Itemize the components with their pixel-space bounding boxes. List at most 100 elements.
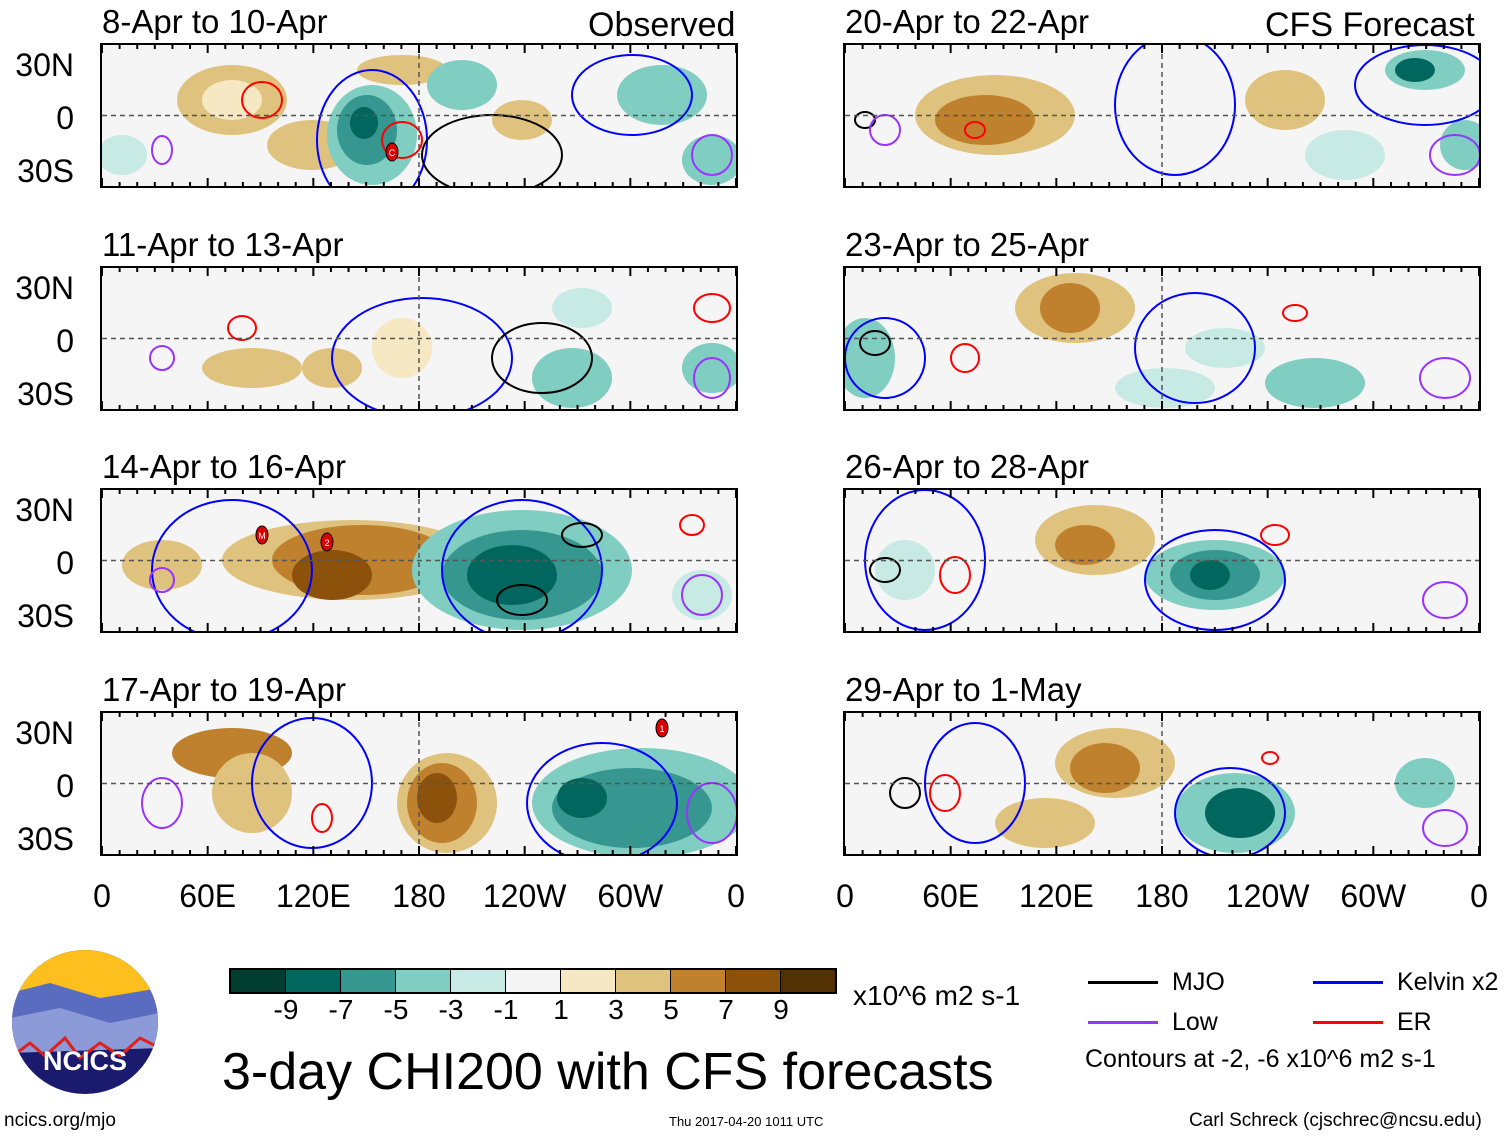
colorbar-tick-label: 5 xyxy=(663,994,679,1025)
colorbar-tick-label: -7 xyxy=(328,994,354,1025)
storm-marker: 2 xyxy=(320,532,334,552)
wave-contour xyxy=(151,135,173,165)
anomaly-region xyxy=(1205,788,1275,838)
colorbar-units: x10^6 m2 s-1 xyxy=(853,980,1021,1011)
anomaly-region xyxy=(1305,130,1385,180)
map-panel xyxy=(843,266,1481,411)
anomaly-region xyxy=(935,95,1035,145)
wave-contour xyxy=(1419,357,1471,399)
colorbar-tick-label: 7 xyxy=(718,994,734,1025)
wave-contour xyxy=(1429,134,1479,176)
y-tick-label: 30S xyxy=(17,821,74,857)
wave-contour xyxy=(141,777,183,829)
wave-contour xyxy=(571,54,693,136)
map-panel xyxy=(100,266,738,411)
anomaly-region xyxy=(202,348,302,388)
x-tick-label: 180 xyxy=(392,878,446,914)
colorbar-swatch xyxy=(231,970,286,992)
colorbar-swatch xyxy=(616,970,671,992)
anomaly-region xyxy=(1245,70,1325,130)
colorbar-swatch xyxy=(341,970,396,992)
anomaly-region xyxy=(417,773,457,823)
wave-contour xyxy=(845,317,926,399)
y-tick-label: 30S xyxy=(17,153,74,189)
wave-contour xyxy=(929,774,961,812)
observed-label: Observed xyxy=(588,6,736,44)
colorbar-swatch xyxy=(451,970,506,992)
anomaly-region xyxy=(302,348,362,388)
legend-line xyxy=(1088,1021,1158,1024)
wave-contour xyxy=(693,293,731,323)
legend-label: Kelvin x2 xyxy=(1397,968,1499,996)
wave-contour xyxy=(1422,581,1468,619)
x-tick-label: 0 xyxy=(727,878,745,914)
colorbar-tick-label: -5 xyxy=(383,994,409,1025)
anomaly-region xyxy=(427,60,497,110)
x-tick-label: 0 xyxy=(1470,878,1488,914)
panel-title: 14-Apr to 16-Apr xyxy=(102,448,346,485)
svg-text:1: 1 xyxy=(659,724,664,734)
panel-title: 23-Apr to 25-Apr xyxy=(845,226,1089,263)
wave-contour xyxy=(1134,292,1256,404)
colorbar-tick-label: 3 xyxy=(608,994,624,1025)
y-tick-label: 30S xyxy=(17,376,74,412)
map-panel xyxy=(843,43,1481,188)
svg-text:C: C xyxy=(389,148,396,158)
legend-line xyxy=(1313,1021,1383,1024)
legend-label: MJO xyxy=(1172,968,1225,996)
colorbar-tick-label: -1 xyxy=(493,994,519,1025)
contour-note: Contours at -2, -6 x10^6 m2 s-1 xyxy=(1085,1045,1436,1073)
panel-title: 29-Apr to 1-May xyxy=(845,671,1082,708)
anomaly-region xyxy=(1115,368,1215,408)
wave-contour xyxy=(1422,809,1468,847)
colorbar-swatch xyxy=(561,970,616,992)
x-tick-label: 0 xyxy=(93,878,111,914)
anomaly-region xyxy=(122,540,202,590)
wave-contour xyxy=(149,567,175,593)
ncics-logo: NCICS xyxy=(12,950,158,1094)
wave-contour xyxy=(496,584,548,616)
colorbar-tick-label: 1 xyxy=(553,994,569,1025)
wave-contour xyxy=(1260,524,1290,546)
anomaly-region xyxy=(372,318,432,378)
wave-contour xyxy=(686,782,736,844)
wave-contour xyxy=(331,297,513,409)
wave-contour xyxy=(679,514,705,536)
wave-contour xyxy=(151,499,313,631)
svg-text:2: 2 xyxy=(324,538,329,548)
wave-contour xyxy=(491,322,593,394)
panel-title: 20-Apr to 22-Apr xyxy=(845,3,1089,40)
logo-text: NCICS xyxy=(43,1046,127,1076)
panel-title: 17-Apr to 19-Apr xyxy=(102,671,346,708)
colorbar-tick-label: -9 xyxy=(273,994,299,1025)
wave-contour xyxy=(693,357,731,399)
anomaly-region xyxy=(292,550,372,600)
legend-line xyxy=(1088,981,1158,984)
anomaly-region xyxy=(617,65,707,125)
map-panel xyxy=(843,488,1481,633)
map-panel xyxy=(843,711,1481,856)
anomaly-region xyxy=(1265,358,1365,408)
anomaly-region xyxy=(532,348,612,408)
anomaly-region xyxy=(102,135,147,175)
storm-marker: C xyxy=(385,142,399,162)
x-tick-label: 60E xyxy=(922,878,980,914)
colorbar-swatch xyxy=(506,970,561,992)
wave-contour xyxy=(241,81,283,119)
anomaly-region xyxy=(875,540,935,600)
map-panel: 1 xyxy=(100,711,738,856)
footer-url[interactable]: ncics.org/mjo xyxy=(4,1110,116,1131)
forecast-label: CFS Forecast xyxy=(1265,6,1475,44)
anomaly-region xyxy=(202,80,262,120)
colorbar-swatch xyxy=(781,970,835,992)
x-tick-label: 0 xyxy=(836,878,854,914)
x-tick-label: 120W xyxy=(482,878,567,914)
legend-line xyxy=(1313,981,1383,984)
wave-contour xyxy=(939,556,971,594)
svg-text:M: M xyxy=(258,531,266,541)
wave-contour xyxy=(681,574,723,616)
figure-title: 3-day CHI200 with CFS forecasts xyxy=(222,1043,994,1101)
anomaly-region xyxy=(1190,560,1230,590)
